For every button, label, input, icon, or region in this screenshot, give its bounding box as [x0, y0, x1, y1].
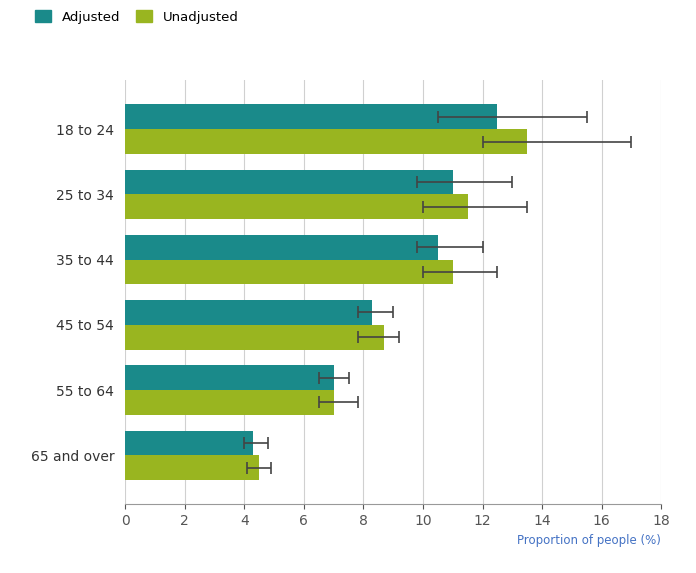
Bar	[125, 129, 527, 154]
Bar	[125, 194, 468, 219]
Bar	[125, 170, 453, 194]
Bar	[125, 104, 498, 129]
Bar	[125, 235, 438, 260]
X-axis label: Proportion of people (%): Proportion of people (%)	[517, 533, 661, 547]
Bar	[125, 390, 333, 415]
Bar	[125, 260, 453, 284]
Bar	[125, 456, 259, 480]
Bar	[125, 325, 384, 350]
Bar	[125, 300, 372, 325]
Bar	[125, 366, 333, 390]
Legend: Adjusted, Unadjusted: Adjusted, Unadjusted	[35, 10, 239, 24]
Bar	[125, 430, 253, 456]
